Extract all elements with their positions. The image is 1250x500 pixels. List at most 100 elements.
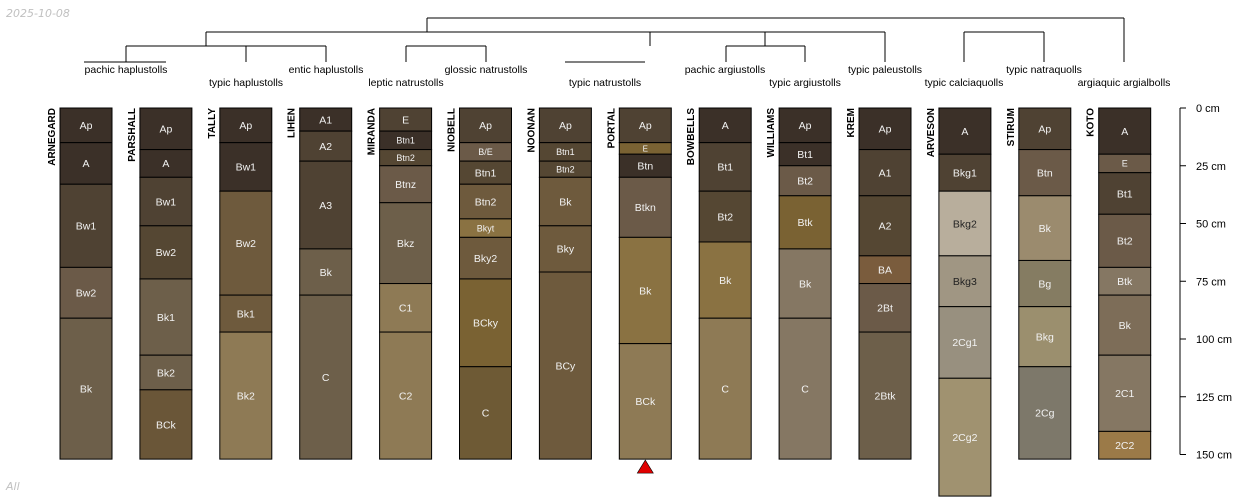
horizon-label: Ap — [639, 120, 652, 132]
horizon-label: BCk — [635, 396, 656, 408]
soil-profile: KOTO A E Bt1 Bt2 Btk Bk 2C1 2C2 — [1086, 107, 1152, 460]
horizon-label: 2Cg — [1035, 408, 1054, 420]
horizon-label: Ap — [799, 120, 812, 132]
horizon-block — [938, 377, 992, 497]
profile-name: KOTO — [1086, 108, 1097, 137]
soil-profile: TALLY Ap Bw1 Bw2 Bk1 Bk2 — [207, 107, 273, 460]
horizon-label: BCy — [555, 360, 576, 372]
horizon-block — [1018, 149, 1072, 197]
horizon-label: Bkg1 — [953, 167, 977, 179]
taxon-label: typic paleustolls — [848, 64, 922, 76]
horizon-label: Bw1 — [76, 221, 97, 233]
horizon-block — [858, 283, 912, 333]
horizon-block — [538, 271, 592, 460]
soil-profile: KREM Ap A1 A2 BA 2Bt 2Btk — [846, 107, 912, 460]
profile-name: TALLY — [207, 108, 218, 139]
horizon-label: Btkn — [635, 202, 656, 214]
horizon-label: Ap — [879, 124, 892, 136]
horizon-label: Bt2 — [1117, 236, 1133, 248]
horizon-block — [1098, 430, 1152, 460]
horizon-block — [698, 190, 752, 243]
taxa-labels: pachic haplustolls typic haplustolls entic… — [85, 64, 1171, 89]
horizon-label: Bk2 — [237, 390, 255, 402]
horizon-block — [1018, 259, 1072, 308]
horizon-label: A — [82, 158, 89, 170]
horizon-label: Bg — [1038, 278, 1051, 290]
horizon-label: Btn1 — [396, 136, 415, 146]
horizon-block — [538, 225, 592, 273]
horizon-block — [219, 331, 273, 460]
horizon-block — [59, 142, 113, 185]
corner-date: 2025-10-08 — [6, 7, 70, 20]
profile-name: LIHEN — [287, 108, 298, 138]
taxon-label: typic calciaquolls — [925, 77, 1004, 89]
horizon-label: A2 — [319, 141, 332, 153]
horizon-block — [1018, 306, 1072, 368]
axis-tick-label: 100 cm — [1196, 334, 1232, 346]
horizon-block — [778, 248, 832, 319]
horizon-label: 2Cg1 — [952, 337, 977, 349]
horizon-label: C — [721, 383, 729, 395]
horizon-label: Bt1 — [717, 162, 733, 174]
horizon-block — [139, 389, 193, 460]
axis-tick-label: 75 cm — [1196, 276, 1226, 288]
horizon-block — [219, 190, 273, 296]
horizon-label: A3 — [319, 200, 332, 212]
taxon-label: glossic natrustolls — [445, 64, 528, 76]
horizon-label: Bt2 — [797, 176, 813, 188]
truncation-marker — [636, 459, 654, 474]
horizon-block — [139, 278, 193, 356]
horizon-block — [618, 176, 672, 238]
depth-axis: 0 cm 25 cm 50 cm 75 cm 100 cm 125 cm 150 cm — [1179, 103, 1232, 462]
horizon-label: Bky2 — [474, 253, 498, 265]
horizon-block — [778, 165, 832, 197]
axis-tick-label: 0 cm — [1196, 103, 1220, 115]
horizon-label: Ap — [80, 120, 93, 132]
horizon-label: A2 — [879, 221, 892, 233]
profile-name: MIRANDA — [367, 108, 378, 155]
horizon-label: Bk — [1039, 223, 1052, 235]
horizon-label: Ap — [1038, 124, 1051, 136]
horizon-label: Bk — [799, 278, 812, 290]
horizon-block — [618, 343, 672, 460]
horizon-block — [1098, 107, 1152, 155]
horizon-label: Bk1 — [237, 308, 255, 320]
horizon-label: Btnz — [395, 179, 416, 191]
horizon-block — [139, 354, 193, 391]
horizon-label: Bk — [1119, 320, 1132, 332]
horizon-block — [618, 236, 672, 345]
horizon-label: A1 — [879, 167, 892, 179]
horizon-block — [59, 107, 113, 144]
horizon-block — [299, 294, 353, 460]
horizon-label: Btk — [1117, 276, 1133, 288]
axis-tick-label: 25 cm — [1196, 161, 1226, 173]
horizon-block — [778, 317, 832, 460]
taxon-label: pachic haplustolls — [85, 64, 168, 76]
horizon-label: 2Btk — [874, 390, 896, 402]
horizon-label: Bw2 — [236, 238, 257, 250]
horizon-label: Btn2 — [396, 153, 415, 163]
horizon-label: E — [643, 144, 648, 153]
horizon-block — [219, 107, 273, 144]
horizon-label: C — [482, 408, 490, 420]
horizon-label: Bkyt — [477, 223, 495, 233]
taxon-label: typic argiustolls — [769, 77, 841, 89]
axis-tick-label: 50 cm — [1196, 219, 1226, 231]
horizon-label: BA — [878, 264, 892, 276]
horizon-label: Bkg2 — [953, 218, 977, 230]
horizon-label: E — [1122, 159, 1128, 169]
horizon-label: Btn — [637, 161, 653, 173]
horizon-block — [1098, 266, 1152, 296]
profile-name: BOWBELLS — [686, 108, 697, 166]
horizon-block — [59, 183, 113, 268]
horizon-block — [698, 142, 752, 192]
horizon-block — [459, 366, 512, 460]
soil-profile: STIRUM Ap Btn Bk Bg Bkg 2Cg — [1006, 107, 1072, 460]
horizon-label: Bk — [719, 275, 732, 287]
horizon-block — [299, 130, 353, 162]
soil-profile: ARVESON A Bkg1 Bkg2 Bkg3 2Cg1 2Cg2 — [926, 107, 992, 497]
horizon-label: A — [1121, 126, 1128, 138]
horizon-block — [379, 331, 433, 460]
soil-profile: PORTAL Ap E Btn Btkn Bk BCk — [606, 107, 672, 474]
soil-profile: PARSHALL Ap A Bw1 Bw2 Bk1 Bk2 BCk — [127, 107, 193, 460]
